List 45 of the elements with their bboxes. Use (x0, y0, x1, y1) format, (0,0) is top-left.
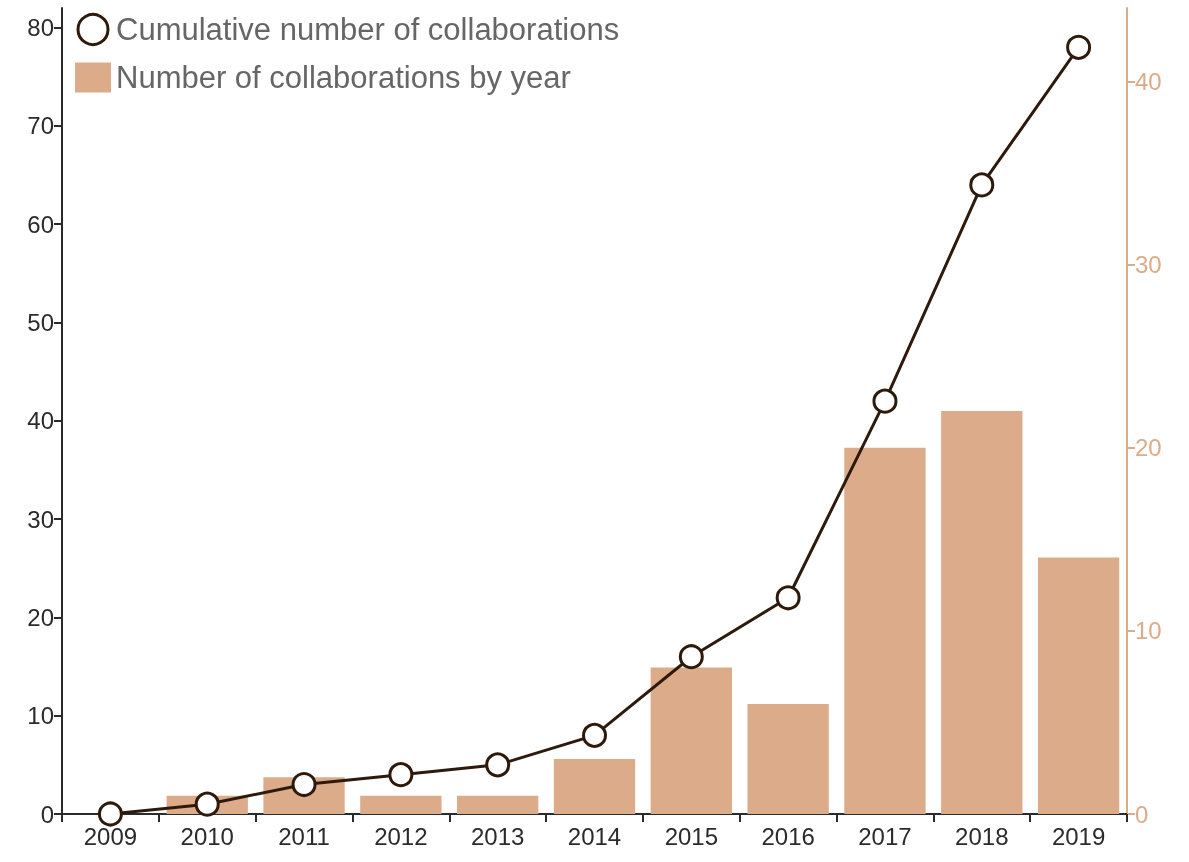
bar (457, 795, 539, 814)
y-tick-label: 20 (27, 603, 54, 631)
x-tick-label: 2012 (374, 822, 428, 850)
point (582, 722, 607, 748)
y-tick-label: 40 (27, 407, 54, 435)
y-tick-label: 30 (27, 505, 54, 533)
x-tick-label: 2009 (83, 822, 138, 850)
bar (360, 795, 442, 814)
legend-label: Number of collaborations by year (116, 60, 571, 95)
y2-tick-label: 40 (1135, 67, 1162, 95)
x-tick-label: 2019 (1051, 822, 1106, 850)
point (194, 791, 220, 817)
x-tick-label: 2013 (470, 822, 525, 850)
point (1066, 34, 1092, 60)
y-tick-label: 70 (27, 112, 54, 140)
bar (650, 667, 732, 814)
y2-tick-label: 30 (1135, 250, 1162, 278)
x-tick-label: 2014 (567, 822, 622, 850)
x-tick-label: 2016 (761, 822, 815, 850)
y-tick-label: 80 (27, 14, 54, 42)
bar (844, 447, 926, 814)
y2-tick-label: 20 (1135, 434, 1162, 462)
point (485, 752, 511, 778)
point (775, 585, 801, 611)
y-tick-label: 60 (27, 210, 54, 238)
point (969, 172, 995, 198)
x-tick-label: 2015 (664, 822, 719, 850)
point (872, 388, 898, 414)
bar (747, 704, 829, 814)
y2-tick-label: 0 (1135, 800, 1149, 828)
x-tick-label: 2018 (955, 822, 1009, 850)
point (97, 801, 123, 827)
point (678, 644, 704, 670)
legend-label: Cumulative number of collaborations (116, 12, 620, 47)
y-tick-label: 0 (40, 800, 54, 828)
y-tick-label: 50 (27, 309, 54, 337)
x-tick-label: 2011 (278, 822, 330, 850)
point (388, 762, 414, 788)
x-tick-label: 2017 (858, 822, 912, 850)
bar (941, 411, 1023, 814)
bar (553, 759, 636, 814)
bar (1037, 557, 1120, 814)
x-tick-label: 2010 (180, 822, 234, 850)
y2-tick-label: 10 (1135, 617, 1162, 645)
y-tick-label: 10 (27, 702, 54, 730)
